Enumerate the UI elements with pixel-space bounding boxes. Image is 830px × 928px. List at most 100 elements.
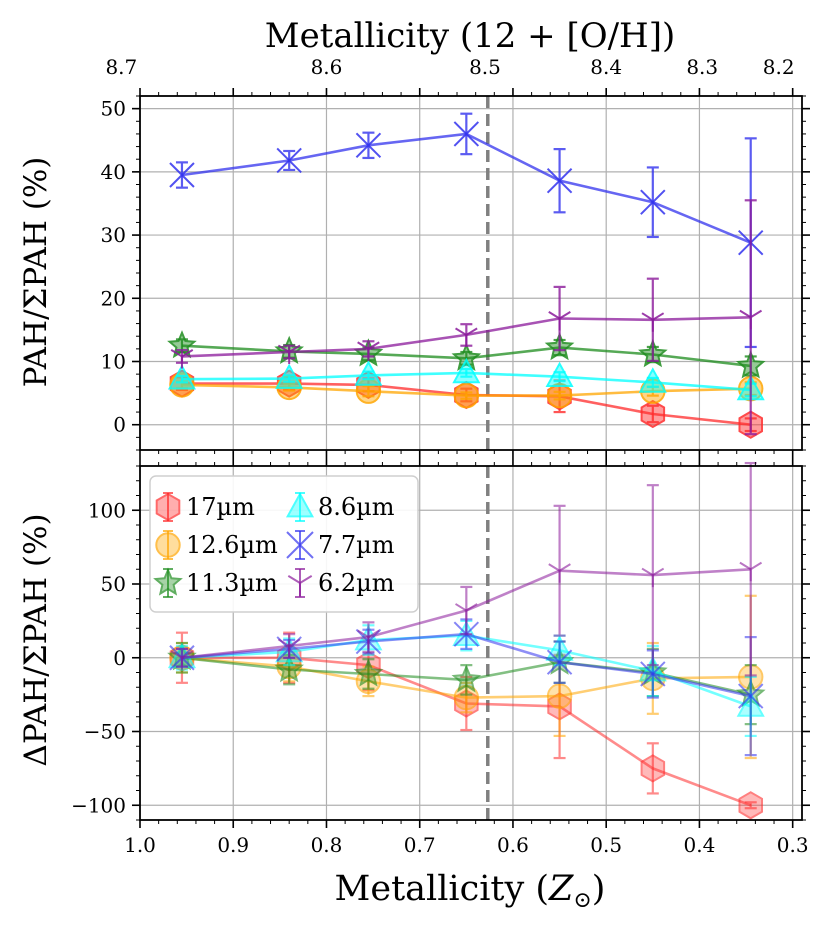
data-point <box>738 791 763 820</box>
data-point <box>739 561 763 582</box>
data-point <box>641 567 665 588</box>
data-point <box>452 357 481 384</box>
data-point <box>546 649 573 675</box>
legend-label: 7.7µm <box>318 531 395 559</box>
error-bar <box>646 404 659 424</box>
y-tick-label: 20 <box>101 286 126 310</box>
bottom-panel: −100 −50 0 50 100 1.0 0.9 0.8 0.7 0.6 0.5 0.4 0.3 <box>71 458 810 857</box>
y-ticks: −100 −50 0 50 100 <box>71 465 810 821</box>
data-point <box>453 382 480 409</box>
legend-marker <box>287 574 313 596</box>
data-point <box>451 342 482 372</box>
data-point <box>640 661 666 687</box>
legend-label: 17µm <box>186 493 255 521</box>
legend-marker <box>286 531 314 559</box>
legend-entry-7-7-m: 7.7µm <box>286 530 395 560</box>
top-panel: 0 10 20 30 40 50 <box>101 88 810 458</box>
series-7-7-m <box>169 112 764 349</box>
data-point <box>170 348 194 369</box>
y-tick-label: 50 <box>101 97 126 121</box>
top-axis-tick-label: 8.3 <box>686 55 718 79</box>
legend-box <box>149 475 419 613</box>
series-group <box>167 112 766 439</box>
x-tick-label: 0.9 <box>217 833 249 857</box>
data-point <box>640 399 666 429</box>
data-point <box>548 311 571 331</box>
legend-entry-17-m: 17µm <box>155 492 255 522</box>
data-point <box>455 327 478 347</box>
y-tick-label: 0 <box>113 413 126 437</box>
data-point <box>738 683 764 709</box>
top-axis-tick-label: 8.7 <box>105 55 137 79</box>
data-point <box>546 167 573 194</box>
data-point <box>355 132 382 159</box>
legend-marker <box>155 532 181 558</box>
legend-marker <box>285 491 315 518</box>
data-point <box>640 189 666 215</box>
data-point <box>545 361 574 388</box>
x-tick-label: 0.3 <box>777 833 809 857</box>
legend-entry-11-3-m: 11.3µm <box>153 567 278 598</box>
x-tick-label: 0.5 <box>590 833 622 857</box>
x-tick-label: 0.4 <box>684 833 716 857</box>
top-axis-tick-label: 8.5 <box>469 55 501 79</box>
error-bar <box>283 374 296 383</box>
data-point <box>451 664 482 693</box>
error-bar <box>646 742 659 795</box>
data-point <box>638 367 667 393</box>
legend-label: 12.6µm <box>186 531 278 559</box>
y-tick-label: −50 <box>84 720 126 744</box>
x-tick-label: 0.8 <box>311 833 343 857</box>
y-tick-label: 10 <box>101 350 126 374</box>
series-group <box>167 461 766 820</box>
data-point <box>546 683 573 709</box>
x-tick-label: 0.6 <box>497 833 529 857</box>
legend-label: 11.3µm <box>186 569 278 597</box>
data-point <box>353 658 384 687</box>
top-axis-tick-label: 8.6 <box>311 55 343 79</box>
bottom-panel-x-axis-label: Metallicity (Z⊙) <box>335 869 606 913</box>
bottom-panel-y-axis-label: ΔPAH/ΣPAH (%) <box>18 513 54 766</box>
series-17-m <box>169 631 763 820</box>
top-axis-tick-label: 8.2 <box>763 55 795 79</box>
series-6-2-m <box>170 199 763 436</box>
y-tick-label: 30 <box>101 223 126 247</box>
data-point <box>548 563 571 583</box>
legend-entry-8-6-m: 8.6µm <box>285 491 395 522</box>
legend-entry-6-2-m: 6.2µm <box>287 568 395 598</box>
top-axis-title: Metallicity (12 + [O/H]) <box>265 16 676 56</box>
error-bar <box>553 390 566 401</box>
y-ticks: 0 10 20 30 40 50 <box>101 95 810 451</box>
data-point <box>275 363 304 389</box>
legend: 17µm 8.6µm 12.6µm 7.7µm 11.3µm 6.2µm <box>149 475 419 613</box>
x-ticks: 1.0 0.9 0.8 0.7 0.6 0.5 0.4 0.3 <box>124 458 809 857</box>
x-tick-label: 0.7 <box>404 833 436 857</box>
series-6-2-m <box>170 461 763 677</box>
top-axis-tick-label: 8.4 <box>590 55 622 79</box>
legend-marker <box>155 492 181 522</box>
data-point <box>170 650 194 670</box>
data-point <box>354 360 383 386</box>
top-panel-y-axis-label: PAH/ΣPAH (%) <box>18 157 54 388</box>
data-point <box>167 364 197 390</box>
data-point <box>357 629 380 650</box>
grid <box>139 96 802 450</box>
data-point <box>640 754 666 783</box>
top-axis-ticks: 8.7 8.6 8.5 8.4 8.3 8.2 <box>105 55 794 79</box>
error-bar <box>460 391 473 400</box>
y-tick-label: 50 <box>101 572 126 596</box>
data-point <box>169 162 195 188</box>
data-point <box>455 603 478 623</box>
y-tick-label: 100 <box>88 498 126 522</box>
legend-label: 6.2µm <box>318 569 395 597</box>
data-point <box>277 638 301 658</box>
data-point <box>276 147 302 174</box>
error-bar <box>362 385 375 398</box>
y-tick-label: 0 <box>113 646 126 670</box>
legend-entry-12-6-m: 12.6µm <box>155 530 278 560</box>
x-ticks <box>139 88 794 458</box>
legend-label: 8.6µm <box>318 493 395 521</box>
data-point <box>739 309 763 330</box>
data-point <box>277 344 301 365</box>
